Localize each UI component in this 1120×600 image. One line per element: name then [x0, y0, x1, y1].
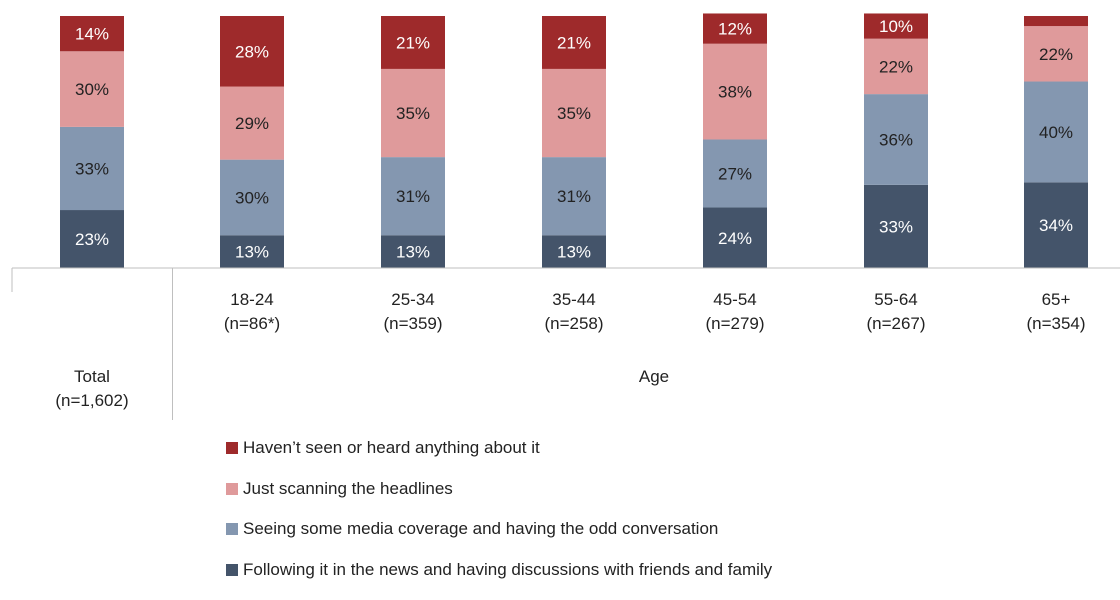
data-label-3-5: 38% [718, 83, 752, 102]
bar-3-5 [703, 43, 767, 140]
legend-label-3: Seeing some media coverage and having th… [243, 519, 719, 538]
data-label-1-6: 33% [879, 217, 913, 236]
legend-item-3: Seeing some media coverage and having th… [226, 517, 1106, 541]
x-tick-sublabel-5: (n=279) [705, 314, 764, 333]
bar-2-1 [60, 126, 124, 211]
bar-3-4 [542, 68, 606, 158]
data-label-3-7: 22% [1039, 45, 1073, 64]
x-tick-sublabel-4: (n=258) [544, 314, 603, 333]
x-tick-label-2: 18-24 [230, 290, 273, 309]
data-label-3-2: 29% [235, 114, 269, 133]
data-label-2-3: 31% [396, 187, 430, 206]
bar-2-3 [381, 157, 445, 236]
bar-4-4 [542, 16, 606, 69]
x-tick-sublabel-6: (n=267) [866, 314, 925, 333]
data-label-1-3: 13% [396, 243, 430, 262]
legend-item-4: Following it in the news and having disc… [226, 558, 1106, 582]
data-label-3-1: 30% [75, 80, 109, 99]
data-label-4-1: 14% [75, 25, 109, 44]
stacked-bar-chart: 23% 33% 30% 14% 13% 30% 29% 28% 13% 31% 35% 21% 13% 3… [11, 13, 1120, 420]
data-label-3-6: 22% [879, 57, 913, 76]
data-label-3-3: 35% [396, 104, 430, 123]
x-tick-sublabel-3: (n=359) [383, 314, 442, 333]
data-label-4-6: 10% [879, 17, 913, 36]
bar-4-7 [1024, 16, 1088, 27]
bar-4-6 [864, 13, 928, 39]
bar-3-6 [864, 38, 928, 95]
bar-3-1 [60, 51, 124, 127]
bar-1-7 [1024, 182, 1088, 268]
bar-1-6 [864, 184, 928, 268]
legend: Haven’t seen or heard anything about it J… [226, 436, 1106, 598]
bar-1-5 [703, 207, 767, 268]
bar-2-4 [542, 157, 606, 236]
data-label-2-5: 27% [718, 165, 752, 184]
legend-item-1: Haven’t seen or heard anything about it [226, 436, 1106, 460]
bar-2-2 [220, 159, 284, 236]
x-tick-label-6: 55-64 [874, 290, 917, 309]
x-tick-sublabel-2: (n=86*) [224, 314, 280, 333]
data-label-2-2: 30% [235, 188, 269, 207]
data-label-4-5: 12% [718, 20, 752, 39]
legend-label-4: Following it in the news and having disc… [243, 559, 773, 579]
bar-3-3 [381, 68, 445, 158]
bar-2-7 [1024, 81, 1088, 183]
bar-4-1 [60, 16, 124, 52]
x-tick-sublabel-1: (n=1,602) [55, 391, 128, 410]
data-label-1-1: 23% [75, 230, 109, 249]
data-label-4-4: 21% [557, 33, 591, 52]
x-group-label: Age [639, 367, 669, 386]
x-tick-label-3: 25-34 [391, 290, 434, 309]
legend-swatch-4 [226, 563, 238, 576]
legend-swatch-2 [226, 482, 238, 495]
bar-1-4 [542, 235, 606, 268]
data-label-4-3: 21% [396, 33, 430, 52]
data-label-1-4: 13% [557, 243, 591, 262]
legend-item-2: Just scanning the headlines [226, 477, 1106, 501]
data-label-1-2: 13% [235, 243, 269, 262]
legend-swatch-1 [226, 442, 238, 454]
bar-2-5 [703, 139, 767, 208]
data-label-3-4: 35% [557, 104, 591, 123]
bar-3-2 [220, 86, 284, 160]
bar-3-7 [1024, 26, 1088, 82]
bar-4-2 [220, 16, 284, 87]
x-tick-label-5: 45-54 [713, 290, 756, 309]
legend-label-1: Haven’t seen or heard anything about it [243, 438, 540, 457]
legend-swatch-3 [226, 523, 238, 535]
bar-2-6 [864, 94, 928, 185]
bar-4-3 [381, 16, 445, 69]
x-tick-label-1: Total [74, 367, 110, 386]
data-label-2-4: 31% [557, 187, 591, 206]
bar-1-1 [60, 210, 124, 268]
data-label-2-7: 40% [1039, 123, 1073, 142]
data-label-2-1: 33% [75, 159, 109, 178]
legend-label-2: Just scanning the headlines [243, 478, 453, 498]
data-label-1-5: 24% [718, 229, 752, 248]
bar-4-5 [703, 13, 767, 44]
x-tick-label-4: 35-44 [552, 290, 595, 309]
bar-1-3 [381, 235, 445, 268]
bar-1-2 [220, 235, 284, 268]
x-tick-label-7: 65+ [1042, 290, 1071, 309]
data-label-4-2: 28% [235, 42, 269, 61]
data-label-2-6: 36% [879, 130, 913, 149]
x-tick-sublabel-7: (n=354) [1026, 314, 1085, 333]
data-label-1-7: 34% [1039, 216, 1073, 235]
